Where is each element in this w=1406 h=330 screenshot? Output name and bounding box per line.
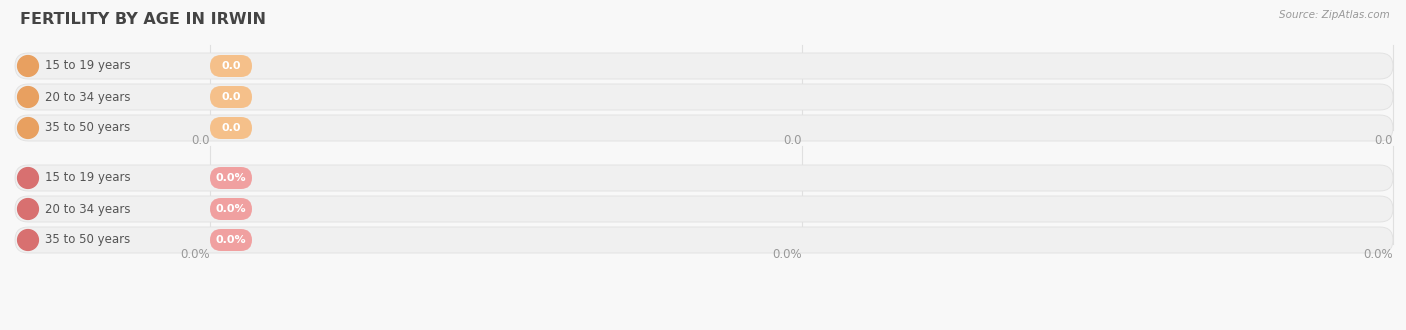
- Text: FERTILITY BY AGE IN IRWIN: FERTILITY BY AGE IN IRWIN: [20, 12, 266, 27]
- Text: 0.0: 0.0: [783, 134, 801, 147]
- Circle shape: [18, 117, 38, 138]
- Circle shape: [18, 230, 38, 250]
- Text: 15 to 19 years: 15 to 19 years: [45, 172, 131, 184]
- Text: 15 to 19 years: 15 to 19 years: [45, 59, 131, 73]
- FancyBboxPatch shape: [15, 84, 1393, 110]
- Text: 0.0: 0.0: [221, 92, 240, 102]
- Text: 20 to 34 years: 20 to 34 years: [45, 90, 131, 104]
- Circle shape: [18, 55, 38, 77]
- Text: 35 to 50 years: 35 to 50 years: [45, 234, 131, 247]
- FancyBboxPatch shape: [209, 55, 252, 77]
- Text: 20 to 34 years: 20 to 34 years: [45, 203, 131, 215]
- FancyBboxPatch shape: [209, 86, 252, 108]
- FancyBboxPatch shape: [15, 115, 1393, 141]
- Text: 0.0: 0.0: [191, 134, 209, 147]
- FancyBboxPatch shape: [15, 196, 1393, 222]
- FancyBboxPatch shape: [15, 53, 1393, 79]
- Circle shape: [18, 86, 38, 107]
- FancyBboxPatch shape: [209, 198, 252, 220]
- Text: 35 to 50 years: 35 to 50 years: [45, 121, 131, 135]
- FancyBboxPatch shape: [15, 165, 1393, 191]
- Text: Source: ZipAtlas.com: Source: ZipAtlas.com: [1279, 10, 1391, 20]
- Text: 0.0: 0.0: [1375, 134, 1393, 147]
- FancyBboxPatch shape: [15, 227, 1393, 253]
- Circle shape: [18, 199, 38, 219]
- Text: 0.0: 0.0: [221, 123, 240, 133]
- Text: 0.0%: 0.0%: [215, 173, 246, 183]
- FancyBboxPatch shape: [209, 117, 252, 139]
- Text: 0.0%: 0.0%: [215, 204, 246, 214]
- FancyBboxPatch shape: [209, 229, 252, 251]
- Circle shape: [18, 168, 38, 188]
- Text: 0.0%: 0.0%: [180, 248, 209, 261]
- Text: 0.0%: 0.0%: [1364, 248, 1393, 261]
- Text: 0.0: 0.0: [221, 61, 240, 71]
- Text: 0.0%: 0.0%: [215, 235, 246, 245]
- Text: 0.0%: 0.0%: [772, 248, 801, 261]
- FancyBboxPatch shape: [209, 167, 252, 189]
